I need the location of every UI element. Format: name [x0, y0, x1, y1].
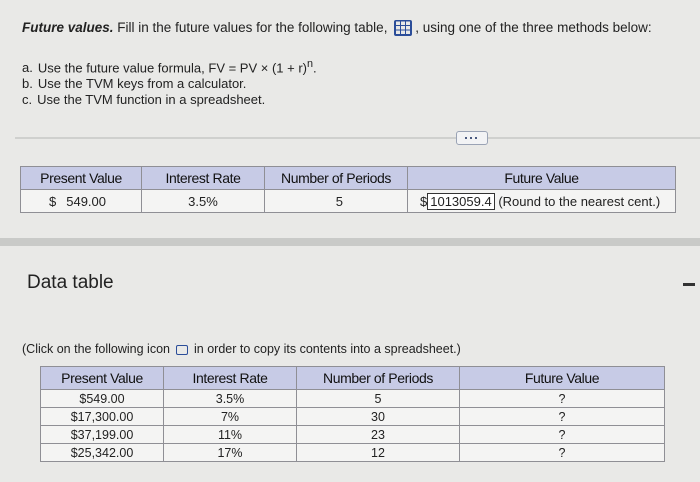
- instruction-text: (Click on the following icon: [22, 342, 170, 356]
- cell: ?: [459, 407, 665, 426]
- punctuation: .: [313, 60, 317, 76]
- cell: 5: [296, 389, 460, 408]
- method-label: b.: [22, 76, 33, 92]
- separator: [0, 238, 700, 246]
- header-cell: Present Value: [40, 366, 164, 390]
- note: (Round to the nearest cent.): [498, 193, 661, 209]
- method: a. Use the future value formula, FV = PV …: [22, 56, 317, 76]
- header-cell: Present Value: [20, 166, 142, 190]
- row: $25,342.00 17% 12?: [40, 443, 665, 462]
- cell: $17,300.00: [40, 407, 164, 426]
- header-cell: Future Value: [459, 366, 665, 390]
- methods: a. Use the future value formula, FV = PV …: [22, 56, 317, 108]
- prompt-text: Fill in the future values for the follow…: [117, 20, 388, 35]
- method-label: c.: [22, 92, 33, 108]
- header-cell: Number of Periods: [264, 166, 408, 190]
- exponent: n: [307, 58, 314, 70]
- cell: $549.00: [20, 189, 142, 213]
- minimize[interactable]: [683, 283, 695, 286]
- prompt-text: , using one of the three methods below:: [415, 20, 652, 35]
- method-text: Use the TVM keys from a calculator.: [37, 76, 247, 92]
- instruction: (Click on the following icon in order to …: [22, 342, 461, 356]
- cell: ?: [459, 389, 665, 408]
- currency: $: [49, 193, 57, 209]
- cell: 3.5%: [163, 389, 297, 408]
- header-cell: Interest Rate: [163, 366, 297, 390]
- cell: ?: [459, 443, 665, 462]
- prompt: Future values. Fill in the future values…: [22, 20, 652, 37]
- cell: $1013059.4 (Round to the nearest cent.): [407, 189, 676, 213]
- instruction-text: in order to copy its contents into a spr…: [194, 342, 461, 356]
- answer-input[interactable]: 1013059.4: [427, 192, 495, 210]
- periods: 5: [264, 189, 408, 213]
- method-text: Use the TVM function in a spreadsheet.: [37, 92, 266, 108]
- prompt-title: Future values.: [22, 20, 114, 35]
- row: $549.00 3.5% 5?: [40, 389, 665, 408]
- cell: 23: [296, 425, 460, 444]
- table-icon[interactable]: [394, 20, 413, 37]
- cell: 30: [296, 407, 460, 426]
- cell: $25,342.00: [40, 443, 164, 462]
- method: c. Use the TVM function in a spreadsheet.: [22, 92, 317, 108]
- answer-table: Present Value Interest Rate Number of Pe…: [20, 166, 676, 213]
- row: $17,300.00 7% 30?: [40, 407, 665, 426]
- cell: ?: [459, 425, 665, 444]
- method-text: Use the future value formula, FV = PV × …: [37, 60, 307, 76]
- cell: $37,199.00: [40, 425, 164, 444]
- cell: 7%: [163, 407, 297, 426]
- cell: $549.00: [40, 389, 164, 408]
- cell: 11%: [163, 425, 297, 444]
- header-row: Present Value Interest Rate Number of Peri…: [40, 366, 665, 390]
- currency: $: [420, 193, 428, 209]
- copy-icon[interactable]: [176, 344, 188, 355]
- cell: 17%: [163, 443, 297, 462]
- expand-button[interactable]: [456, 131, 488, 145]
- cell: 12: [296, 443, 460, 462]
- rate: 3.5%: [141, 189, 265, 213]
- method: b. Use the TVM keys from a calculator.: [22, 76, 317, 92]
- data-table: Present Value Interest Rate Number of Peri…: [40, 366, 665, 462]
- divider: [15, 137, 700, 139]
- data-table-title: Data table: [27, 272, 114, 293]
- header-cell: Future Value: [407, 166, 676, 190]
- method-label: a.: [22, 60, 33, 76]
- header-cell: Interest Rate: [141, 166, 265, 190]
- row: $37,199.00 11% 23?: [40, 425, 665, 444]
- present-value: 549.00: [66, 193, 106, 209]
- header-cell: Number of Periods: [296, 366, 460, 390]
